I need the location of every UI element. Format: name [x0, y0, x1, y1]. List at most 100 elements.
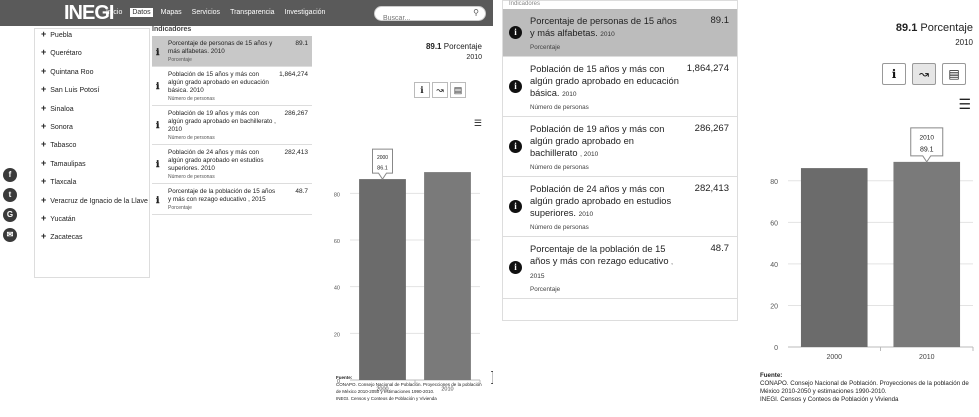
info-icon[interactable]: ℹ: [156, 47, 160, 57]
indicator-value: 1,864,274: [279, 71, 308, 78]
indicator-row[interactable]: ℹ Porcentaje de la población de 15 años y…: [152, 184, 312, 215]
indicator-row[interactable]: i Porcentaje de la población de 15 años y…: [503, 237, 737, 299]
chart-panel-zoom: 89.1 Porcentaje 2010 ℹ ↝ ▤ ☰ 0 20 40 60 80 20…: [748, 0, 979, 417]
indicator-year: , 2015: [530, 259, 673, 280]
state-item[interactable]: + Tlaxcala: [41, 176, 149, 187]
indicator-row[interactable]: i Porcentaje de personas de 15 años y más…: [503, 9, 737, 57]
state-label: Tamaulipas: [50, 160, 86, 168]
indicators-header-zoom: Indicadores: [509, 1, 541, 7]
state-item[interactable]: + Sonora: [41, 121, 149, 132]
bar: [893, 161, 961, 347]
indicator-unit: Porcentaje: [168, 205, 192, 211]
info-icon[interactable]: i: [509, 25, 522, 39]
indicator-row[interactable]: ℹ Población de 15 años y más con algún gr…: [152, 67, 312, 106]
info-icon[interactable]: i: [509, 260, 522, 274]
indicator-value: 89.1: [710, 15, 730, 26]
search-input[interactable]: [383, 13, 473, 24]
indicator-unit: Porcentaje: [168, 57, 192, 63]
x-tick-label: 2010: [441, 387, 453, 393]
inegi-logo[interactable]: INEGI: [64, 2, 114, 24]
indicator-row[interactable]: ℹ Población de 19 años y más con algún gr…: [152, 106, 312, 145]
indicator-row[interactable]: ℹ Porcentaje de personas de 15 años y más…: [152, 36, 312, 67]
bar-chart-small: 0 20 40 60 80 2000 2010 2000 86.1: [334, 148, 481, 393]
search-box[interactable]: ⚲: [374, 6, 486, 24]
indicator-name-text: Porcentaje de personas de 15 años y más …: [168, 40, 273, 55]
state-label: Zacatecas: [50, 234, 83, 242]
indicators-list-small: Indicadores ℹ Porcentaje de personas de 1…: [152, 26, 312, 215]
info-icon[interactable]: i: [509, 79, 522, 93]
state-item[interactable]: + San Luis Potosí: [41, 84, 149, 95]
bar-tooltip: 2000 86.1: [372, 148, 393, 181]
state-item[interactable]: + Veracruz de Ignacio de la Llave: [41, 194, 149, 205]
indicator-year: 2010: [189, 87, 204, 94]
plus-icon: +: [41, 28, 47, 40]
state-label: Sinaloa: [50, 105, 74, 113]
indicator-name-text: Población de 24 años y más con algún gra…: [168, 149, 264, 172]
info-icon[interactable]: ℹ: [156, 159, 160, 170]
indicator-value: 282,413: [694, 183, 729, 194]
nav-item[interactable]: Investigación: [284, 9, 326, 16]
indicator-year: , 2010: [580, 151, 599, 158]
plus-icon: +: [41, 175, 47, 187]
table-icon[interactable]: ▤: [942, 63, 966, 85]
facebook-icon[interactable]: f: [3, 168, 17, 182]
table-icon[interactable]: ▤: [450, 82, 466, 98]
plus-icon: +: [41, 102, 47, 113]
indicator-unit: Número de personas: [530, 224, 589, 231]
indicator-name-text: Población de 19 años y más con algún gra…: [530, 124, 665, 158]
info-icon[interactable]: i: [509, 199, 522, 213]
state-item[interactable]: + Zacatecas: [41, 231, 149, 242]
info-icon[interactable]: ℹ: [414, 82, 430, 98]
plus-icon: +: [41, 47, 47, 58]
info-icon[interactable]: ℹ: [156, 195, 160, 205]
indicator-row[interactable]: i Población de 24 años y más con algún gr…: [503, 177, 737, 237]
hamburger-menu-icon[interactable]: ☰: [473, 118, 482, 128]
indicator-value: 282,413: [284, 149, 309, 156]
nav-item[interactable]: Inicio: [106, 9, 123, 16]
indicator-row[interactable]: i Población de 19 años y más con algún gr…: [503, 117, 737, 177]
bar-chart: 0 20 40 60 80 2000 2010 2010 89.1: [770, 127, 974, 361]
source-line: CONAPO. Consejo Nacional de Población. P…: [336, 382, 482, 394]
state-label: Puebla: [50, 31, 73, 40]
indicator-unit: Número de personas: [168, 135, 215, 141]
search-icon[interactable]: ⚲: [473, 8, 479, 17]
bar: [424, 172, 471, 380]
hamburger-menu-icon[interactable]: ☰: [958, 96, 971, 112]
info-icon[interactable]: i: [509, 139, 522, 153]
indicator-year: 2010: [210, 48, 225, 55]
indicators-table-zoom: Indicadores i Porcentaje de personas de 1…: [502, 0, 738, 321]
state-item[interactable]: + Querétaro: [41, 47, 149, 58]
state-item[interactable]: + Tamaulipas: [41, 157, 149, 168]
indicator-name: Población de 15 años y más con algún gra…: [168, 71, 276, 95]
chart-buttons-small: ℹ ↝ ▤: [414, 82, 466, 98]
state-item[interactable]: + Quintana Roo: [41, 66, 149, 77]
source-small: Fuente: CONAPO. Consejo Nacional de Pobl…: [336, 374, 486, 402]
email-icon[interactable]: ✉: [3, 228, 17, 242]
indicator-row[interactable]: ℹ Población de 24 años y más con algún gr…: [152, 145, 312, 184]
y-tick-label: 40: [770, 262, 778, 269]
nav-item[interactable]: Datos: [130, 8, 153, 17]
indicator-name: Población de 15 años y más con algún gra…: [530, 63, 680, 101]
state-item[interactable]: + Yucatán: [41, 213, 149, 224]
indicator-name: Población de 24 años y más con algún gra…: [168, 149, 276, 173]
info-icon[interactable]: ℹ: [156, 120, 160, 131]
nav-item[interactable]: Servicios: [191, 9, 221, 16]
y-tick-label: 80: [770, 179, 778, 186]
nav-item[interactable]: Mapas: [160, 9, 182, 16]
indicator-value: 1,864,274: [686, 63, 729, 74]
nav-item[interactable]: Transparencia: [230, 9, 275, 16]
state-label: Yucatán: [50, 215, 76, 224]
state-item[interactable]: + Tabasco: [41, 139, 149, 150]
google-plus-icon[interactable]: G: [3, 208, 17, 222]
info-icon[interactable]: ℹ: [882, 63, 906, 85]
line-chart-icon[interactable]: ↝: [432, 82, 448, 98]
indicator-value: 286,267: [694, 123, 729, 134]
indicator-name: Porcentaje de personas de 15 años y más …: [168, 40, 276, 56]
indicator-row[interactable]: i Población de 15 años y más con algún gr…: [503, 57, 737, 117]
state-item[interactable]: + Puebla: [41, 29, 149, 40]
state-label: San Luis Potosí: [50, 87, 100, 95]
info-icon[interactable]: ℹ: [156, 81, 160, 92]
state-item[interactable]: + Sinaloa: [41, 102, 149, 113]
line-chart-icon[interactable]: ↝: [912, 63, 936, 85]
twitter-icon[interactable]: t: [3, 188, 17, 202]
